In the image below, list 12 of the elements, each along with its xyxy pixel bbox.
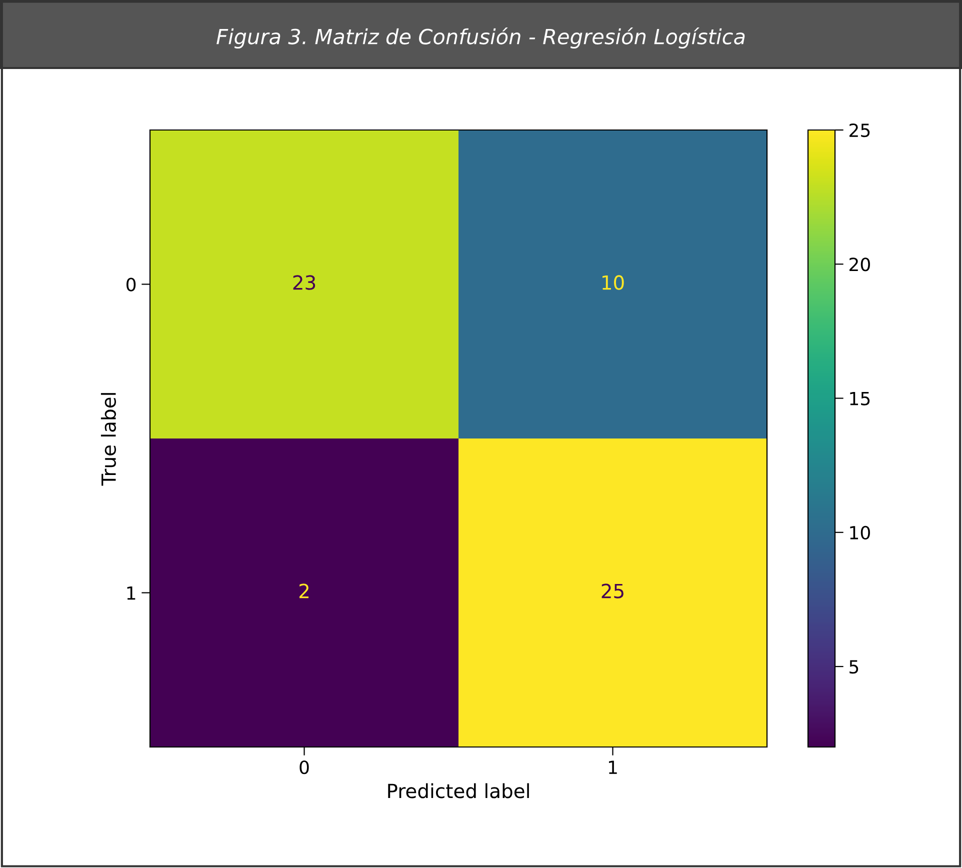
data-label: 25 (602, 584, 624, 598)
color-bar-label: 10 (850, 526, 870, 540)
chart-title: Figura 3. Matriz de Confusión - Regresión Logística (216, 28, 745, 48)
color-bar-label: 25 (850, 123, 870, 138)
data-label: 23 (293, 275, 316, 290)
color-bar-label: 20 (850, 258, 870, 272)
data-label: 10 (602, 275, 624, 290)
data-label: 2 (299, 584, 308, 598)
color-bar-label: 15 (850, 392, 870, 406)
x-axis-title: Predicted label (388, 783, 529, 798)
y-axis-title: True label (100, 393, 116, 486)
color-bar-label: 5 (850, 660, 858, 674)
